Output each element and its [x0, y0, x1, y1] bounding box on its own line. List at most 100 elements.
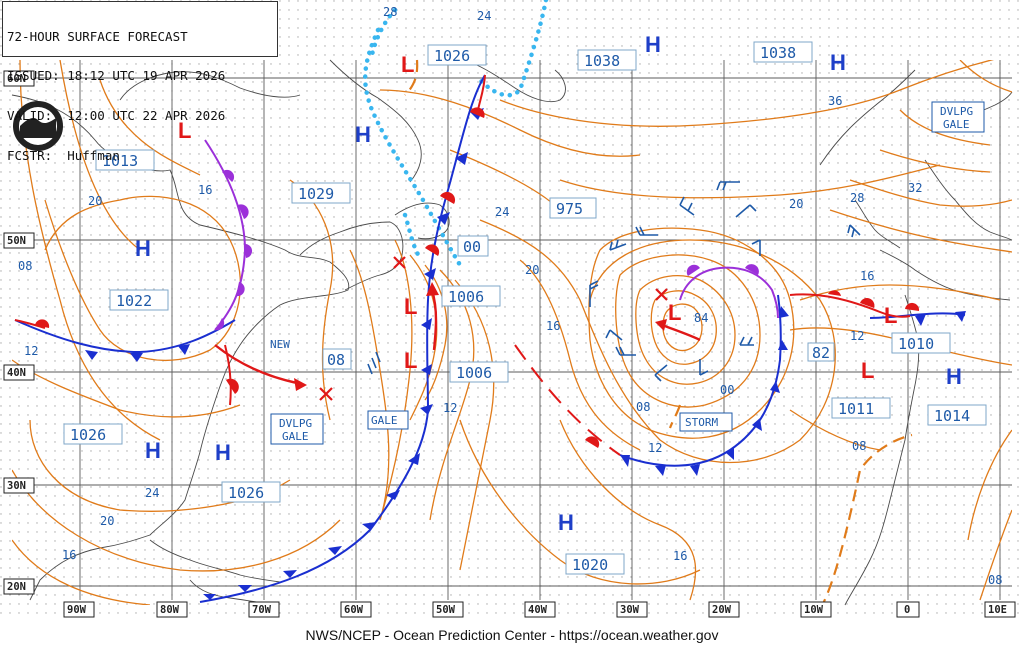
motion-arrowheads — [294, 282, 667, 391]
high-centers: H H H H H H H H — [135, 32, 962, 535]
pressure-value: 1026 — [70, 426, 106, 444]
lon-label-80w: 80W — [160, 604, 180, 616]
isobar-label: 12 — [24, 344, 38, 358]
cold-front-east — [869, 311, 966, 326]
isobar-label: 24 — [495, 205, 509, 219]
isobar-label: 12 — [648, 441, 662, 455]
lat-label-50n: 50N — [7, 235, 26, 247]
lat-label-40n: 40N — [7, 367, 26, 379]
cold-front-central — [199, 74, 486, 603]
isobar-label: 24 — [477, 9, 491, 23]
lat-label-60n: 60N — [7, 73, 26, 85]
isobar-label: 16 — [62, 548, 76, 562]
pressure-value: 1014 — [934, 407, 970, 425]
isobar-label: 08 — [327, 351, 345, 369]
high-symbol: H — [145, 438, 161, 463]
lon-label-50w: 50W — [436, 604, 456, 616]
isobar-label: 08 — [636, 400, 650, 414]
isobar-label: 08 — [852, 439, 866, 453]
lat-label-30n: 30N — [7, 480, 26, 492]
high-symbol: H — [645, 32, 661, 57]
isobar-label: 00 — [463, 238, 481, 256]
pressure-value: 1006 — [448, 288, 484, 306]
developing-gale-warning: DVLPG — [940, 105, 973, 118]
isobar-label: 32 — [908, 181, 922, 195]
isobar-label: 20 — [789, 197, 803, 211]
isobar-label: 82 — [812, 344, 830, 362]
longitude-labels: 90W 80W 70W 60W 50W 40W 30W 20W 10W 0 10… — [63, 601, 1016, 618]
lon-label-70w: 70W — [252, 604, 272, 616]
isobar-label: 24 — [145, 486, 159, 500]
pressure-value: 975 — [556, 200, 583, 218]
wind-barbs — [367, 181, 861, 382]
lon-label-90w: 90W — [67, 604, 87, 616]
ice-edge — [362, 0, 549, 268]
high-symbol: H — [215, 440, 231, 465]
lon-label-10w: 10W — [804, 604, 824, 616]
isobar-label: 84 — [694, 311, 708, 325]
noaa-logo — [13, 101, 63, 151]
isobar-label: 16 — [860, 269, 874, 283]
latitude-labels: 60N 50N 40N 30N 20N — [3, 70, 35, 595]
new-label: NEW — [270, 338, 290, 351]
pressure-value: 1010 — [898, 335, 934, 353]
forecaster-name: FCSTR: Huffman — [7, 148, 120, 164]
pressure-value: 1006 — [456, 364, 492, 382]
isobar-label: 16 — [546, 319, 560, 333]
lat-label-20n: 20N — [7, 581, 26, 593]
valid-time: VALID: 12:00 UTC 22 APR 2026 — [7, 108, 226, 124]
footer-credit: NWS/NCEP - Ocean Prediction Center - htt… — [305, 627, 719, 643]
svg-text:L: L — [884, 303, 897, 328]
pressure-value: 1022 — [116, 292, 152, 310]
troughs — [404, 59, 913, 611]
pressure-value: 1026 — [434, 47, 470, 65]
isobar-label: 20 — [88, 194, 102, 208]
cold-front-west — [14, 319, 236, 362]
developing-gale-warning: GALE — [943, 118, 970, 131]
isobar-label: 28 — [850, 191, 864, 205]
pressure-value: 1020 — [572, 556, 608, 574]
lon-label-0: 0 — [904, 604, 910, 616]
lon-label-10e: 10E — [988, 604, 1007, 616]
isobar-labels: 28 24 20 16 12 08 36 32 84 00 82 24 20 2… — [18, 5, 1002, 587]
isobar-label: 20 — [100, 514, 114, 528]
svg-text:L: L — [404, 348, 417, 373]
pressure-value: 1038 — [584, 52, 620, 70]
isobar-label: 20 — [525, 263, 539, 277]
developing-gale-warning: GALE — [282, 430, 309, 443]
pressure-values: 1013 1029 1022 1026 1026 1026 1038 1038 … — [63, 41, 987, 575]
pressure-value: 1011 — [838, 400, 874, 418]
low-position-marks — [319, 256, 668, 401]
svg-text:L: L — [668, 300, 681, 325]
isobar-label: 16 — [673, 549, 687, 563]
lon-label-60w: 60W — [344, 604, 364, 616]
isobar-label: 28 — [383, 5, 397, 19]
lon-label-30w: 30W — [620, 604, 640, 616]
forecast-title: 72-HOUR SURFACE FORECAST — [7, 28, 188, 44]
lon-label-40w: 40W — [528, 604, 548, 616]
svg-text:L: L — [401, 52, 414, 77]
isobar-label: 12 — [850, 329, 864, 343]
lon-label-20w: 20W — [712, 604, 732, 616]
svg-text:L: L — [178, 118, 191, 143]
isobar-label: 16 — [198, 183, 212, 197]
isobar-label: 36 — [828, 94, 842, 108]
warning-labels: STORM GALE DVLPG GALE DVLPG GALE NEW — [270, 101, 985, 445]
pressure-value: 1029 — [298, 185, 334, 203]
warm-fronts — [14, 74, 920, 456]
svg-text:L: L — [404, 294, 417, 319]
isobar-label: 00 — [720, 383, 734, 397]
high-symbol: H — [135, 236, 151, 261]
isobar-label: 08 — [988, 573, 1002, 587]
high-symbol: H — [558, 510, 574, 535]
developing-gale-warning: DVLPG — [279, 417, 312, 430]
high-symbol: H — [946, 364, 962, 389]
isobar-label: 08 — [18, 259, 32, 273]
high-symbol: H — [355, 122, 371, 147]
pressure-value: 1038 — [760, 44, 796, 62]
high-symbol: H — [830, 50, 846, 75]
storm-warning: STORM — [685, 416, 718, 429]
pressure-value: 1026 — [228, 484, 264, 502]
forecast-header: 72-HOUR SURFACE FORECAST ISSUED: 18:12 U… — [2, 1, 278, 163]
